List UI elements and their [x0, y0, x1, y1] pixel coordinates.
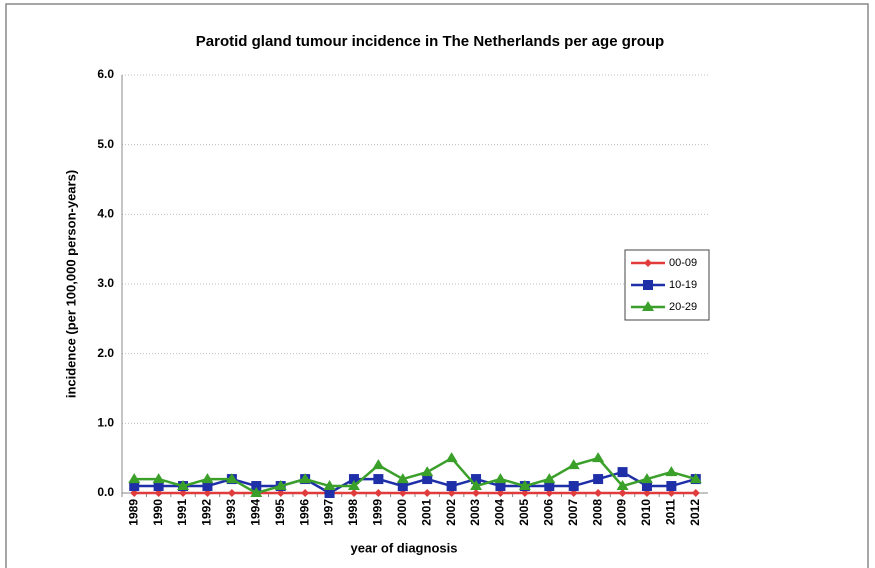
marker [128, 473, 141, 484]
marker [593, 474, 604, 485]
series-line [134, 456, 697, 495]
y-tick-label: 3.0 [97, 276, 114, 290]
x-tick-label: 2012 [688, 499, 702, 526]
marker [225, 473, 238, 484]
marker [323, 480, 336, 491]
x-tick-label: 1995 [273, 499, 287, 526]
marker [446, 481, 457, 492]
marker [666, 481, 677, 492]
x-tick-label: 2004 [493, 499, 507, 526]
marker [643, 280, 653, 290]
marker [423, 489, 432, 497]
marker [445, 452, 458, 463]
marker [644, 259, 652, 267]
marker [201, 473, 214, 484]
marker [251, 481, 262, 492]
marker [567, 459, 580, 470]
marker [347, 480, 360, 491]
y-tick-label: 1.0 [97, 416, 114, 430]
y-tick-label: 0.0 [97, 485, 114, 499]
marker [202, 481, 213, 492]
marker [494, 473, 507, 484]
marker [374, 489, 383, 497]
x-tick-label: 1996 [297, 499, 311, 526]
x-tick-label: 2008 [590, 499, 604, 526]
x-tick-label: 1989 [126, 499, 140, 526]
marker [349, 489, 358, 497]
marker [227, 489, 236, 497]
marker [472, 489, 481, 497]
marker [274, 480, 287, 491]
x-tick-label: 2001 [419, 499, 433, 526]
y-tick-label: 4.0 [97, 207, 114, 221]
marker [665, 466, 678, 477]
marker [129, 481, 140, 492]
marker [544, 481, 555, 492]
marker [470, 480, 483, 491]
marker [617, 467, 628, 478]
marker [616, 480, 629, 491]
marker [177, 480, 190, 491]
marker [422, 474, 433, 485]
x-tick-label: 1993 [224, 499, 238, 526]
marker [592, 452, 605, 463]
x-tick-label: 2005 [517, 499, 531, 526]
marker [152, 473, 165, 484]
x-tick-label: 1991 [175, 499, 189, 526]
marker [640, 473, 653, 484]
x-tick-label: 1998 [346, 499, 360, 526]
x-tick-label: 2007 [566, 499, 580, 526]
legend-label: 00-09 [669, 257, 697, 269]
chart-frame [5, 3, 869, 568]
y-tick-label: 5.0 [97, 137, 114, 151]
marker [421, 466, 434, 477]
marker [691, 489, 700, 497]
marker [299, 473, 312, 484]
y-tick-label: 2.0 [97, 346, 114, 360]
marker [373, 474, 384, 485]
marker [518, 480, 531, 491]
y-tick-label: 6.0 [97, 67, 114, 81]
x-tick-label: 2000 [395, 499, 409, 526]
marker [324, 488, 335, 498]
x-tick-label: 2006 [541, 499, 555, 526]
marker [641, 481, 652, 492]
x-tick-label: 1994 [248, 499, 262, 526]
marker [153, 481, 164, 492]
x-tick-label: 1999 [371, 499, 385, 526]
marker [543, 473, 556, 484]
x-axis-title: year of diagnosis [351, 540, 458, 555]
x-tick-label: 2002 [444, 499, 458, 526]
marker [301, 489, 310, 497]
x-tick-label: 2011 [664, 499, 678, 525]
x-tick-label: 1990 [151, 499, 165, 526]
marker [397, 481, 408, 492]
marker [471, 474, 482, 485]
legend-label: 10-19 [669, 279, 697, 291]
marker [348, 474, 359, 485]
x-tick-label: 1997 [322, 499, 336, 526]
y-axis-title: incidence (per 100,000 person-years) [63, 170, 78, 398]
marker [618, 489, 627, 497]
x-tick-label: 1992 [200, 499, 214, 526]
x-tick-label: 2009 [615, 499, 629, 526]
x-tick-label: 2010 [639, 499, 653, 526]
chart-title: Parotid gland tumour incidence in The Ne… [196, 33, 664, 50]
marker [372, 459, 385, 470]
marker [594, 489, 603, 497]
marker [568, 481, 579, 492]
marker [396, 473, 409, 484]
marker [250, 487, 263, 497]
marker [689, 473, 702, 484]
marker [495, 481, 506, 492]
x-tick-label: 2003 [468, 499, 482, 526]
legend-label: 20-29 [669, 301, 697, 313]
marker [642, 301, 654, 311]
